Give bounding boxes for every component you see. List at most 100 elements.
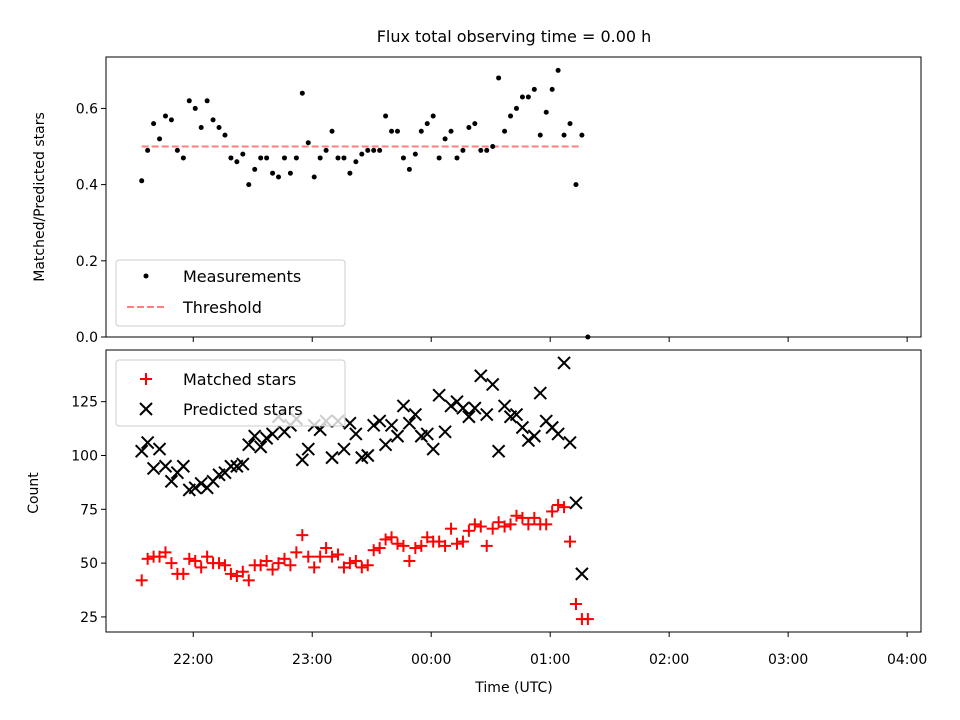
measurement-point (186, 98, 192, 104)
matched-stars-point (522, 518, 535, 531)
measurement-point (281, 155, 287, 161)
matched-stars-point (141, 552, 154, 565)
predicted-stars-point (152, 442, 167, 456)
measurement-point (490, 144, 496, 150)
matched-stars-point (177, 567, 190, 580)
x-tick-label: 22:00 (173, 652, 213, 668)
predicted-stars-point (337, 442, 351, 456)
measurement-point (299, 90, 305, 96)
matched-stars-point (373, 542, 386, 555)
top-data-marks (139, 67, 591, 340)
measurement-point (157, 136, 163, 142)
measurement-point (287, 170, 293, 176)
legend-box (115, 259, 346, 327)
measurement-point (412, 151, 418, 157)
predicted-stars-point (164, 474, 179, 489)
measurement-point (543, 109, 549, 115)
measurement-point (549, 86, 555, 92)
predicted-stars-point (426, 442, 440, 456)
measurement-point (418, 128, 424, 134)
predicted-stars-point (396, 399, 411, 413)
top-legend: Measurements Threshold (115, 259, 346, 327)
measurement-point (406, 166, 412, 172)
measurement-point (359, 151, 365, 157)
predicted-stars-point (569, 496, 583, 510)
measurement-point (365, 147, 371, 153)
measurement-point (377, 147, 383, 153)
x-axis-label: Time (UTC) (474, 680, 552, 696)
measurement-point (180, 155, 186, 161)
matched-stars-point (314, 550, 327, 563)
measurement-point (270, 170, 276, 176)
measurement-point (567, 121, 573, 127)
predicted-stars-point (295, 453, 310, 467)
measurement-point (341, 155, 347, 161)
top-axis-ticks: 0.0 0.2 0.4 0.6 (76, 101, 908, 346)
matched-stars-point (403, 554, 416, 567)
matched-stars-point (213, 557, 226, 570)
measurement-point (168, 117, 174, 123)
predicted-stars-point (253, 440, 268, 454)
y-tick-label: 100 (71, 448, 98, 464)
matched-stars-point (486, 522, 499, 535)
y-tick-label: 0.4 (76, 178, 98, 194)
predicted-stars-point (533, 386, 547, 400)
predicted-stars-point (188, 481, 202, 495)
measurement-point (276, 174, 282, 180)
measurement-point (353, 159, 359, 165)
bottom-panel: Count Time (UTC) 25 50 75 100 125 22:00 23:00 0… (26, 349, 927, 696)
matched-stars-point (546, 505, 559, 518)
predicted-stars-point (366, 418, 381, 433)
predicted-stars-point (194, 476, 208, 491)
predicted-stars-point (474, 369, 488, 383)
legend-marker-predicted (139, 402, 153, 416)
predicted-stars-point (432, 388, 446, 402)
predicted-stars-point (497, 399, 512, 413)
predicted-stars-point (462, 410, 476, 424)
x-tick-label: 00:00 (411, 652, 451, 668)
predicted-stars-point (158, 459, 173, 473)
measurement-point (162, 113, 168, 119)
measurement-point (508, 113, 514, 119)
measurement-point (502, 128, 508, 134)
predicted-stars-point (224, 459, 238, 473)
matched-stars-point (332, 548, 345, 561)
matched-stars-point (260, 554, 273, 567)
matched-stars-point (450, 537, 463, 550)
matched-stars-point (290, 546, 303, 559)
x-tick-label: 01:00 (530, 652, 570, 668)
measurement-point (151, 121, 157, 127)
matched-stars-point (195, 561, 208, 574)
predicted-stars-point (265, 427, 280, 441)
measurement-point (424, 121, 430, 127)
matched-stars-point (355, 561, 368, 574)
matched-stars-point (159, 546, 172, 559)
predicted-stars-point (557, 356, 571, 370)
measurement-point (430, 113, 436, 119)
matched-stars-point (552, 498, 565, 511)
measurement-point (323, 147, 329, 153)
matched-stars-point (201, 550, 214, 563)
measurement-point (472, 121, 478, 127)
measurement-point (228, 155, 234, 161)
predicted-stars-point (527, 429, 542, 443)
predicted-stars-point (402, 416, 417, 430)
legend-marker-matched (140, 373, 152, 385)
matched-stars-point (296, 529, 309, 542)
measurement-point (394, 128, 400, 134)
matched-stars-point (480, 539, 493, 552)
predicted-stars-point (146, 461, 161, 476)
measurement-point (335, 155, 341, 161)
predicted-stars-point (420, 427, 434, 441)
predicted-stars-point (509, 407, 524, 422)
matched-stars-point (439, 539, 452, 552)
matched-stars-point (361, 559, 374, 572)
measurement-point (513, 105, 519, 111)
top-panel: Flux total observing time = 0.00 h Match… (32, 27, 922, 346)
bottom-axis-ticks: 25 50 75 100 125 22:00 23:00 00:00 01:00 02:00 03:… (71, 395, 927, 668)
predicted-stars-point (468, 401, 482, 415)
matched-stars-point (135, 574, 148, 587)
measurement-point (252, 166, 258, 172)
predicted-stars-point (140, 435, 155, 450)
bottom-legend: Matched stars Predicted stars (115, 359, 346, 427)
